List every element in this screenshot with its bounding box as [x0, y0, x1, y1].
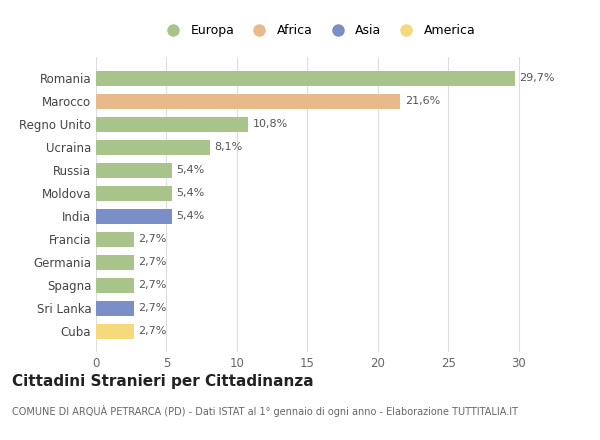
Text: 8,1%: 8,1%	[214, 142, 242, 152]
Text: 29,7%: 29,7%	[519, 73, 554, 83]
Text: 21,6%: 21,6%	[404, 96, 440, 106]
Legend: Europa, Africa, Asia, America: Europa, Africa, Asia, America	[155, 19, 481, 42]
Text: 2,7%: 2,7%	[138, 303, 167, 313]
Bar	[96, 231, 134, 246]
Bar	[96, 186, 172, 201]
Text: 2,7%: 2,7%	[138, 257, 167, 267]
Bar	[96, 255, 134, 270]
Bar	[96, 301, 134, 315]
Text: 2,7%: 2,7%	[138, 326, 167, 336]
Bar	[96, 70, 515, 85]
Text: 5,4%: 5,4%	[176, 165, 205, 175]
Bar	[96, 163, 172, 178]
Text: 5,4%: 5,4%	[176, 188, 205, 198]
Text: 2,7%: 2,7%	[138, 234, 167, 244]
Bar	[96, 209, 172, 224]
Bar	[96, 324, 134, 339]
Bar	[96, 94, 400, 109]
Text: 5,4%: 5,4%	[176, 211, 205, 221]
Text: Cittadini Stranieri per Cittadinanza: Cittadini Stranieri per Cittadinanza	[12, 374, 314, 389]
Bar	[96, 278, 134, 293]
Bar	[96, 139, 210, 154]
Bar	[96, 117, 248, 132]
Text: COMUNE DI ARQUÀ PETRARCA (PD) - Dati ISTAT al 1° gennaio di ogni anno - Elaboraz: COMUNE DI ARQUÀ PETRARCA (PD) - Dati IST…	[12, 405, 518, 417]
Text: 10,8%: 10,8%	[253, 119, 288, 129]
Text: 2,7%: 2,7%	[138, 280, 167, 290]
